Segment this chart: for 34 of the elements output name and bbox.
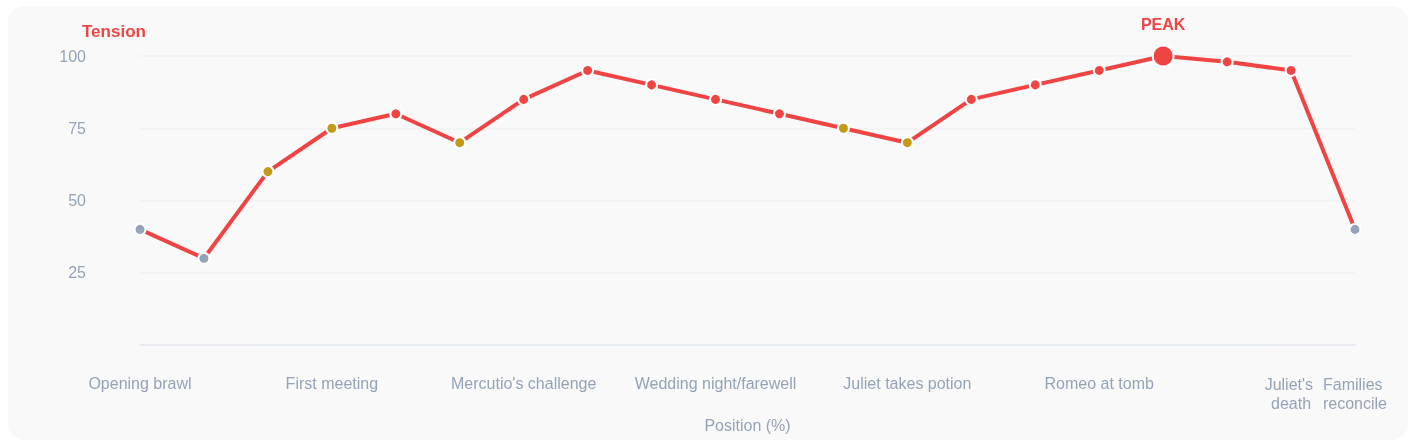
x-tick-label: Wedding night/farewell xyxy=(634,374,797,392)
x-tick-label: Mercutio's challenge xyxy=(451,374,597,392)
point xyxy=(1348,222,1362,236)
point xyxy=(453,136,467,150)
point xyxy=(325,121,339,135)
point xyxy=(1284,63,1298,77)
y-tick-label: 50 xyxy=(68,192,87,209)
point xyxy=(645,78,659,92)
x-tick-label: Juliet's death xyxy=(1264,376,1318,412)
point xyxy=(900,136,914,150)
point xyxy=(1092,63,1106,77)
point xyxy=(133,222,147,236)
point xyxy=(964,92,978,106)
point xyxy=(261,165,275,179)
y-axis-title: Tension xyxy=(82,22,146,41)
x-axis-title: Position (%) xyxy=(704,417,791,435)
y-tick-label: 75 xyxy=(68,119,87,137)
annotation: PEAK xyxy=(1140,16,1186,34)
point xyxy=(1028,78,1042,92)
point xyxy=(709,92,723,106)
point xyxy=(389,107,403,121)
point xyxy=(197,251,211,265)
y-tick-label: 100 xyxy=(59,47,87,65)
point xyxy=(517,92,531,106)
x-tick-label: Families reconcile xyxy=(1322,376,1388,412)
point xyxy=(836,121,850,135)
point xyxy=(1220,55,1234,69)
point xyxy=(581,63,595,77)
x-tick-label: Juliet takes potion xyxy=(843,374,972,392)
x-tick-label: First meeting xyxy=(285,374,379,392)
x-tick-label: Opening brawl xyxy=(88,374,192,392)
x-tick-label: Romeo at tomb xyxy=(1044,374,1154,392)
point xyxy=(772,107,786,121)
y-tick-label: 25 xyxy=(68,264,87,282)
